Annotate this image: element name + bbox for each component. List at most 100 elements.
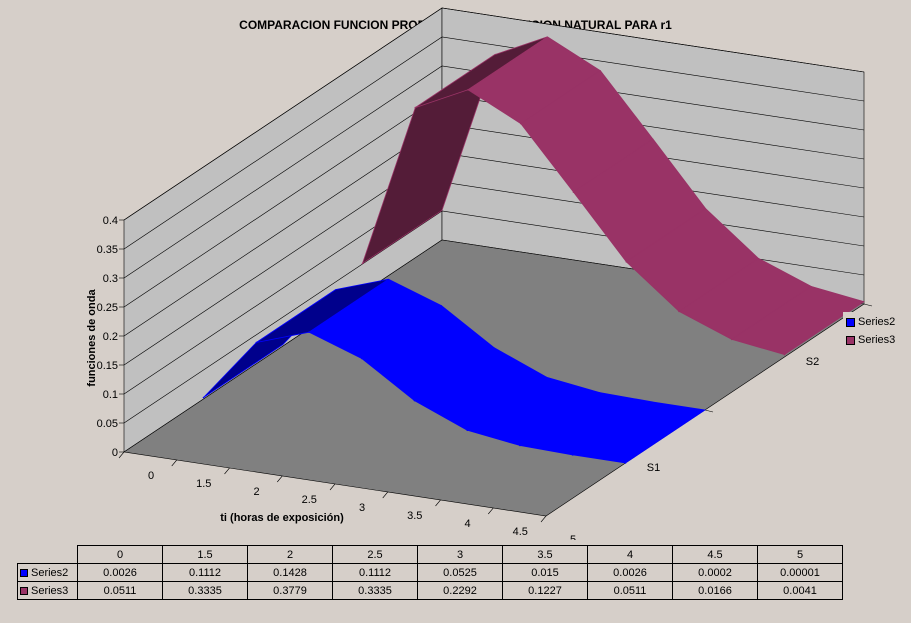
row-swatch-series2 <box>20 568 28 577</box>
data-table-row: Series2 0.0026 0.1112 0.1428 0.1112 0.05… <box>17 563 843 582</box>
data-table: 0 1.5 2 2.5 3 3.5 4 4.5 5 Series2 0.0026… <box>17 545 843 600</box>
x-tick-label: 4.5 <box>513 526 528 538</box>
z-tick-label: S2 <box>806 356 819 368</box>
data-table-header: 3 <box>417 545 503 564</box>
y-tick-label: 0.3 <box>103 273 118 285</box>
x-tick-label: 0 <box>148 470 154 482</box>
data-table-row-label: Series2 <box>17 563 78 582</box>
series-point <box>520 122 522 125</box>
x-axis-tick <box>118 451 125 459</box>
data-table-cell: 0.0041 <box>757 581 843 600</box>
row-swatch-series3 <box>20 586 28 595</box>
data-table-cell: 0.0166 <box>672 581 758 600</box>
series-point <box>625 261 628 263</box>
data-table-cell: 0.0026 <box>77 563 163 582</box>
x-tick-label: 5 <box>570 534 576 540</box>
data-table-cell: 0.1428 <box>247 563 333 582</box>
series-point <box>361 357 363 360</box>
data-table-header: 1.5 <box>162 545 248 564</box>
data-table-cell: 0.0511 <box>587 581 673 600</box>
series-point <box>255 341 258 344</box>
x-tick-label: 2 <box>253 486 259 498</box>
series-point <box>678 310 680 313</box>
row-label-series2: Series2 <box>31 566 69 579</box>
series-point <box>572 191 575 193</box>
chart-legend: Series2 Series3 <box>843 312 907 352</box>
chart-series-layer <box>202 36 865 464</box>
data-table-header: 2 <box>247 545 333 564</box>
x-axis-tick <box>171 459 177 467</box>
x-axis-tick <box>224 467 230 475</box>
data-table-cell: 0.3335 <box>332 581 418 600</box>
data-table-cell: 0.0026 <box>587 563 673 582</box>
data-table-cell: 0.00001 <box>757 563 843 582</box>
x-axis-tick <box>382 491 388 499</box>
legend-label-series3: Series3 <box>858 334 896 346</box>
x-axis-title: ti (horas de exposición) <box>220 512 344 524</box>
data-table-cell: 0.0525 <box>417 563 503 582</box>
y-tick-label: 0.4 <box>103 215 118 227</box>
legend-item-series2: Series2 <box>843 314 907 330</box>
data-table-cell: 0.1112 <box>162 563 248 582</box>
x-axis-tick <box>277 475 283 483</box>
legend-label-series2: Series2 <box>858 316 896 328</box>
data-table-cell: 0.2292 <box>417 581 503 600</box>
data-table-header: 5 <box>757 545 843 564</box>
z-axis-tick <box>863 303 873 307</box>
series-point <box>519 444 521 447</box>
series-point <box>414 106 417 109</box>
series-point <box>361 262 364 265</box>
data-table-cell: 0.0002 <box>672 563 758 582</box>
data-table-row-label: Series3 <box>17 581 78 600</box>
data-table-corner <box>17 545 78 564</box>
z-axis-tick <box>704 409 714 413</box>
y-tick-label: 0.05 <box>97 418 118 430</box>
legend-item-series3: Series3 <box>843 332 907 348</box>
chart-gridline <box>123 65 865 279</box>
series-point <box>731 338 733 341</box>
x-tick-label: 3 <box>359 502 365 514</box>
data-table-header: 2.5 <box>332 545 418 564</box>
data-table-cell: 0.1112 <box>332 563 418 582</box>
y-tick-label: 0.1 <box>103 389 118 401</box>
data-table-cell: 0.3779 <box>247 581 333 600</box>
y-tick-label: 0 <box>112 447 118 459</box>
row-label-series3: Series3 <box>31 584 69 597</box>
series-point <box>467 89 469 91</box>
x-axis-tick <box>540 515 547 523</box>
legend-swatch-series3 <box>846 335 855 345</box>
x-axis-tick <box>488 507 494 515</box>
data-table-header: 3.5 <box>502 545 588 564</box>
data-table-cell: 0.1227 <box>502 581 588 600</box>
chart-axis-labels: 0 0.05 0.1 0.15 0.2 0.25 0.3 0.35 0.4 0 1.5 2 2.5 3 3.… <box>86 215 819 540</box>
series-point <box>466 429 469 432</box>
legend-swatch-series2 <box>846 317 855 327</box>
chart-plot-area: 0 0.05 0.1 0.15 0.2 0.25 0.3 0.35 0.4 0 1.5 2 2.5 3 3.… <box>86 7 873 540</box>
x-tick-label: 1.5 <box>196 478 211 490</box>
series-segment <box>571 401 707 464</box>
x-axis-tick <box>329 483 336 491</box>
x-tick-label: 4 <box>464 518 470 530</box>
series-point <box>413 399 416 402</box>
chart-gridline <box>123 7 865 221</box>
x-tick-label: 3.5 <box>407 510 422 522</box>
chart-gridline <box>123 36 865 250</box>
series-ribbon-series2 <box>202 278 707 464</box>
y-axis-title: funciones de onda <box>86 289 98 387</box>
y-tick-label: 0.25 <box>97 302 118 314</box>
data-table-row: Series3 0.0511 0.3335 0.3779 0.3335 0.22… <box>17 581 843 600</box>
series-point <box>783 353 786 356</box>
data-table-header: 0 <box>77 545 163 564</box>
y-tick-label: 0.35 <box>97 244 118 256</box>
data-table-cell: 0.0511 <box>77 581 163 600</box>
data-table-cell: 0.015 <box>502 563 588 582</box>
data-table-cell: 0.3335 <box>162 581 248 600</box>
series-ribbon-series3 <box>361 36 865 356</box>
series-point <box>624 462 627 464</box>
data-table-header: 4 <box>587 545 673 564</box>
x-axis-tick <box>435 499 441 507</box>
y-tick-label: 0.2 <box>103 331 118 343</box>
series-point <box>572 454 574 456</box>
series-point <box>308 331 310 334</box>
z-tick-label: S1 <box>647 462 660 474</box>
